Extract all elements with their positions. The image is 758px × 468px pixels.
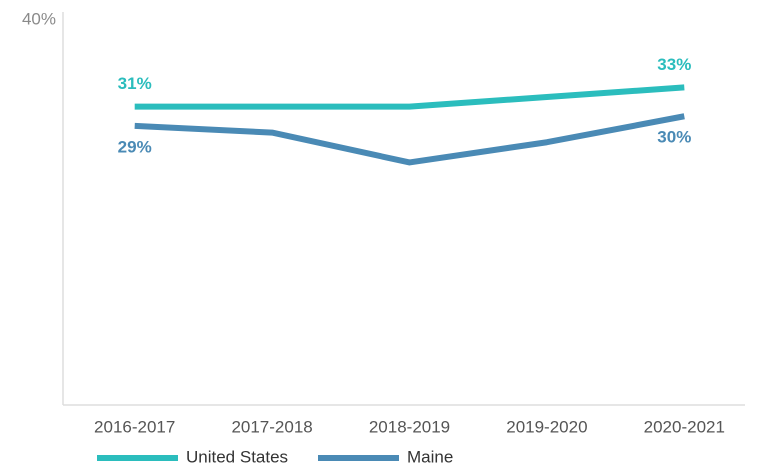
- value-label: 29%: [118, 137, 152, 156]
- series-line: [134, 113, 685, 166]
- value-label: 33%: [657, 55, 691, 74]
- x-tick-label: 2019-2020: [506, 417, 587, 436]
- y-tick-label: 40%: [22, 9, 56, 28]
- x-tick-label: 2016-2017: [94, 417, 175, 436]
- value-label: 31%: [118, 74, 152, 93]
- x-tick-label: 2017-2018: [231, 417, 312, 436]
- x-tick-label: 2018-2019: [369, 417, 450, 436]
- legend-label: United States: [186, 447, 288, 466]
- x-tick-label: 2020-2021: [644, 417, 725, 436]
- series-line: [134, 84, 685, 110]
- value-label: 30%: [657, 128, 691, 147]
- legend-label: Maine: [407, 447, 453, 466]
